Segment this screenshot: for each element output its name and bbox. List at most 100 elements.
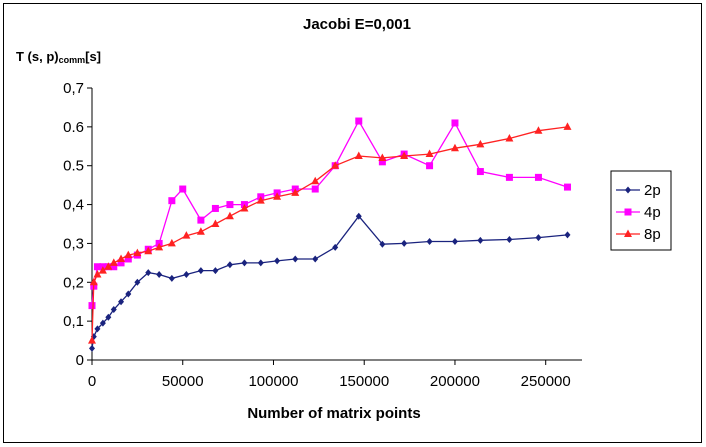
legend-box: [610, 170, 672, 251]
data-point-4p: [378, 158, 386, 166]
data-point-8p: [291, 188, 300, 196]
data-point-8p: [311, 176, 320, 185]
x-tick-label: 250000: [521, 373, 571, 390]
data-point-8p: [225, 211, 234, 220]
data-point-2p: [312, 255, 319, 263]
legend-label: 2p: [644, 182, 661, 199]
data-point-8p: [211, 219, 220, 227]
data-point-4p: [88, 302, 96, 310]
data-point-2p: [355, 212, 362, 220]
data-point-8p: [331, 161, 340, 169]
data-point-8p: [133, 248, 142, 257]
data-point-4p: [311, 185, 319, 193]
data-point-2p: [105, 313, 112, 321]
data-point-8p: [98, 266, 107, 274]
data-point-2p: [426, 237, 433, 245]
data-point-8p: [450, 143, 459, 152]
data-point-2p: [89, 344, 95, 352]
data-point-4p: [168, 197, 176, 205]
data-point-8p: [104, 262, 113, 270]
data-point-2p: [535, 234, 542, 242]
data-point-8p: [124, 250, 133, 259]
data-point-2p: [125, 290, 132, 298]
data-point-2p: [401, 239, 408, 247]
legend-item-4p: 4p: [616, 204, 661, 221]
series-layer: [88, 117, 572, 352]
data-point-4p: [179, 185, 187, 193]
data-point-4p: [426, 162, 434, 170]
legend-item-2p: 2p: [616, 182, 661, 199]
data-point-8p: [273, 192, 282, 200]
y-axis-title: T (s, p)comm[s]: [16, 49, 101, 65]
data-point-2p: [477, 236, 484, 244]
data-point-4p: [451, 119, 459, 127]
data-point-8p: [144, 246, 153, 255]
legend-items: 2p 4p 8p: [616, 182, 661, 243]
data-point-4p: [197, 216, 205, 224]
legend-swatch-marker: [624, 229, 632, 237]
data-point-4p: [226, 201, 234, 209]
series-8p: [88, 122, 572, 344]
data-point-4p: [534, 173, 542, 181]
data-point-8p: [88, 336, 96, 344]
data-point-2p: [451, 237, 458, 245]
y-tick-label: 0,7: [63, 80, 84, 97]
data-point-8p: [93, 270, 102, 278]
y-axis-title-main: T (s, p): [16, 49, 59, 64]
data-point-8p: [505, 134, 514, 142]
data-point-8p: [117, 254, 126, 262]
data-point-8p: [476, 139, 485, 148]
data-point-4p: [93, 263, 101, 271]
y-axis-ticks: 0 0,1 0,2 0,3 0,4 0.5 0.6 0,7: [63, 80, 92, 369]
chart-frame: Jacobi E=0,001 T (s, p)comm[s] 0 0,1 0,2 0,…: [3, 3, 702, 443]
data-point-2p: [332, 243, 339, 251]
legend: 2p 4p 8p: [610, 170, 672, 251]
data-point-4p: [110, 263, 118, 271]
y-tick-label: 0,1: [63, 313, 84, 330]
y-axis-title-unit: [s]: [85, 49, 101, 64]
series-line-2p: [91, 215, 568, 349]
data-point-2p: [506, 236, 513, 244]
x-axis-ticks: 0 50000 100000 150000 200000 250000: [88, 360, 571, 390]
x-tick-label: 200000: [430, 373, 480, 390]
data-point-4p: [505, 173, 513, 181]
data-point-8p: [534, 126, 543, 134]
data-point-2p: [94, 325, 101, 333]
data-point-4p: [124, 255, 132, 263]
x-tick-label: 100000: [248, 373, 298, 390]
legend-item-8p: 8p: [616, 226, 661, 243]
series-line-8p: [91, 126, 568, 341]
data-point-8p: [400, 151, 409, 159]
data-point-8p: [196, 227, 205, 235]
line-chart: Jacobi E=0,001 T (s, p)comm[s] 0 0,1 0,2 0,…: [16, 16, 672, 422]
data-point-8p: [563, 122, 572, 130]
data-point-2p: [134, 278, 141, 286]
data-point-2p: [564, 231, 571, 239]
data-point-8p: [182, 231, 191, 239]
series-2p: [89, 212, 571, 352]
data-point-2p: [99, 319, 106, 327]
y-tick-label: 0,3: [63, 235, 84, 252]
y-tick-label: 0,4: [63, 197, 84, 214]
x-tick-label: 150000: [339, 373, 389, 390]
data-point-8p: [89, 277, 98, 286]
x-axis-title: Number of matrix points: [247, 405, 420, 422]
data-point-2p: [292, 255, 299, 263]
legend-swatch-marker: [625, 186, 631, 194]
data-point-8p: [109, 258, 118, 266]
data-point-4p: [563, 183, 571, 191]
y-axis-title-subscript: comm: [59, 55, 86, 65]
y-tick-label: 0.5: [63, 158, 84, 175]
data-point-8p: [167, 238, 176, 247]
data-point-8p: [256, 196, 265, 204]
data-point-2p: [183, 271, 190, 279]
chart-title: Jacobi E=0,001: [303, 16, 411, 33]
data-point-2p: [118, 298, 125, 306]
data-point-2p: [226, 261, 233, 269]
legend-label: 4p: [644, 204, 661, 221]
x-tick-label: 50000: [162, 373, 204, 390]
data-point-2p: [257, 259, 264, 267]
data-point-8p: [425, 149, 434, 158]
data-point-4p: [211, 204, 219, 212]
data-point-8p: [378, 153, 387, 161]
